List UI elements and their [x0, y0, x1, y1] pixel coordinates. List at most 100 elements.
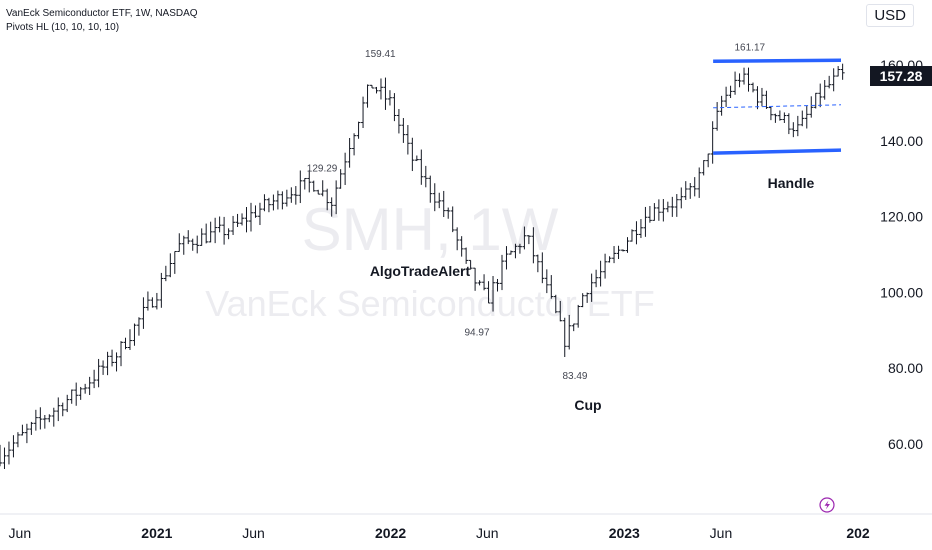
ohlc-bar — [136, 317, 141, 336]
ohlc-bar — [540, 252, 545, 284]
pivot-labels: 129.29 159.41 94.97 83.49 161.17 — [307, 43, 766, 382]
ohlc-bar — [105, 351, 110, 376]
ohlc-bar — [383, 77, 388, 110]
ohlc-bar — [737, 73, 742, 88]
ohlc-bar — [526, 235, 531, 245]
ohlc-bar — [110, 349, 115, 367]
ohlc-bar — [378, 78, 383, 100]
ohlc-bar — [240, 213, 245, 226]
price-bars — [0, 63, 845, 470]
ohlc-bar — [101, 360, 106, 375]
chart-title: VanEck Semiconductor ETF, 1W, NASDAQ — [6, 8, 198, 19]
ohlc-bar — [571, 323, 576, 332]
ohlc-bar — [195, 235, 200, 254]
ohlc-bar — [795, 115, 800, 137]
ohlc-bar — [589, 273, 594, 302]
ohlc-bar — [199, 228, 204, 246]
ohlc-bar — [293, 186, 298, 205]
ohlc-bar — [464, 247, 469, 264]
ohlc-bar — [437, 192, 442, 209]
channel-lines — [713, 58, 842, 155]
ohlc-bar — [253, 205, 258, 218]
ohlc-bar — [334, 180, 339, 215]
ohlc-bar — [163, 265, 168, 282]
ohlc-bar — [764, 90, 769, 109]
ohlc-bar — [612, 246, 617, 264]
ohlc-bar — [759, 87, 764, 107]
ohlc-bar — [172, 250, 177, 274]
last-price-tag: 157.28 — [870, 66, 932, 86]
ohlc-bar — [804, 105, 809, 129]
ohlc-bar — [692, 177, 697, 197]
ohlc-bar — [302, 177, 307, 190]
ohlc-bar — [78, 386, 83, 400]
ohlc-bar — [482, 274, 487, 291]
ohlc-bar — [190, 238, 195, 251]
ohlc-bar — [473, 267, 478, 291]
annotation-brand: AlgoTradeAlert — [370, 263, 471, 279]
x-tick-label: Jun — [710, 525, 733, 541]
ohlc-bar — [222, 216, 227, 245]
ohlc-bar — [661, 199, 666, 222]
ohlc-bar — [396, 109, 401, 134]
ohlc-bar — [724, 86, 729, 107]
ohlc-bar — [65, 394, 70, 413]
ohlc-bar — [621, 249, 626, 252]
watermark-name: VanEck Semiconductor ETF — [205, 283, 655, 324]
ohlc-bar — [347, 137, 352, 168]
ohlc-bar — [401, 118, 406, 143]
y-tick-label: 100.00 — [880, 284, 923, 300]
indicator-label[interactable]: Pivots HL (10, 10, 10, 10) — [6, 22, 120, 33]
ohlc-bar — [616, 245, 621, 260]
ohlc-bar — [361, 96, 366, 129]
ohlc-bar — [822, 80, 827, 100]
ohlc-bar — [809, 96, 814, 118]
ohlc-bar — [728, 85, 733, 99]
ohlc-bar — [486, 281, 491, 304]
annotation-cup: Cup — [574, 397, 601, 413]
channel-upper-line — [713, 58, 842, 63]
ohlc-bar — [585, 292, 590, 303]
ohlc-bar — [132, 323, 137, 346]
ohlc-bar — [405, 125, 410, 155]
ohlc-bar — [549, 275, 554, 299]
ohlc-bar — [204, 223, 209, 244]
ohlc-bar — [33, 409, 38, 431]
ohlc-bar — [168, 253, 173, 278]
ohlc-bar — [123, 337, 128, 350]
ohlc-bar — [643, 206, 648, 237]
pivot-label: 83.49 — [562, 371, 587, 382]
ohlc-bar — [665, 201, 670, 213]
ohlc-bar — [688, 183, 693, 199]
ohlc-bar — [370, 84, 375, 89]
ohlc-bar — [813, 92, 818, 109]
ohlc-bar — [392, 93, 397, 122]
ohlc-bar — [777, 110, 782, 121]
ohlc-bar — [6, 441, 11, 465]
currency-button[interactable]: USD — [866, 4, 914, 27]
ohlc-bar — [410, 137, 415, 172]
y-tick-label: 60.00 — [888, 436, 923, 452]
ohlc-bar — [603, 253, 608, 279]
lightning-icon[interactable] — [819, 497, 835, 513]
ohlc-bar — [531, 227, 536, 264]
ohlc-bar — [670, 196, 675, 217]
ohlc-bar — [522, 226, 527, 250]
ohlc-bar — [24, 423, 29, 444]
ohlc-bar — [69, 389, 74, 404]
ohlc-bar — [2, 447, 7, 470]
ohlc-bar — [217, 216, 222, 233]
x-tick-label: Jun — [476, 525, 499, 541]
ohlc-bar — [38, 407, 43, 430]
ohlc-bar — [42, 414, 47, 429]
x-tick-label: 2023 — [609, 525, 640, 541]
ohlc-bar — [154, 292, 159, 310]
x-axis[interactable]: Jun 2021 Jun 2022 Jun 2023 Jun 202 — [0, 513, 932, 541]
channel-middle-line — [713, 104, 842, 109]
y-tick-label: 140.00 — [880, 133, 923, 149]
ohlc-bar — [629, 229, 634, 242]
ohlc-bar — [414, 155, 419, 162]
pivot-label: 94.97 — [465, 327, 490, 338]
